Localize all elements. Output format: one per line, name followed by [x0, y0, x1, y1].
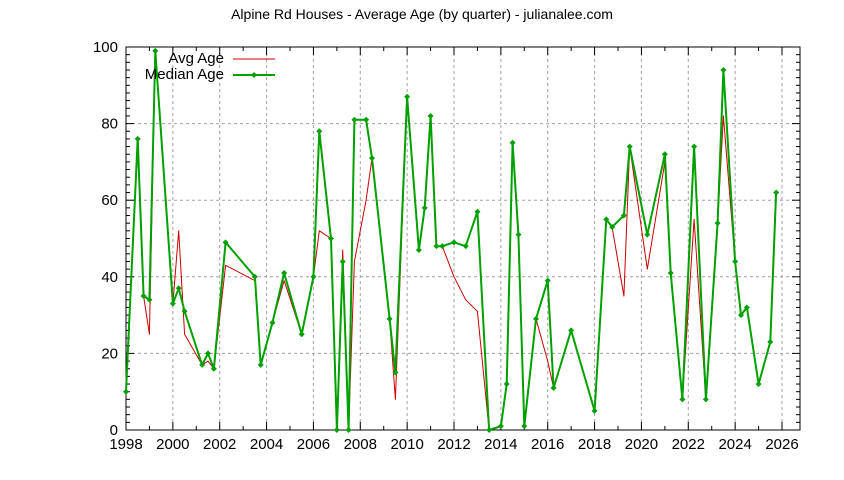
median-point-marker [661, 151, 668, 158]
median-point-marker [369, 155, 375, 162]
median-point-marker [199, 361, 206, 368]
median-point-marker [433, 243, 440, 250]
median-point-marker [439, 243, 446, 250]
median-point-marker [620, 212, 627, 219]
x-tick-label: 2004 [250, 436, 283, 453]
legend-avg-label: Avg Age [168, 50, 224, 67]
median-point-marker [333, 427, 340, 433]
median-point-marker [474, 208, 481, 215]
median-point-marker [310, 273, 317, 280]
grid-lines [126, 47, 800, 430]
median-point-marker [667, 269, 674, 276]
median-point-marker [626, 143, 633, 150]
legend-median-marker-icon [251, 72, 257, 78]
median-point-marker [691, 143, 698, 150]
median-point-marker [427, 112, 434, 119]
median-point-marker [210, 365, 217, 372]
median-point-marker [257, 361, 264, 368]
median-point-marker [269, 319, 276, 326]
median-point-marker [392, 369, 399, 376]
median-point-marker [339, 258, 346, 265]
median-point-marker [515, 231, 522, 238]
x-tick-label: 2020 [625, 436, 658, 453]
median-point-marker [181, 308, 188, 315]
median-point-marker [509, 139, 516, 146]
median-point-marker [767, 338, 774, 345]
y-tick-label: 60 [101, 192, 118, 209]
median-point-marker [451, 239, 457, 246]
x-tick-label: 2010 [390, 436, 423, 453]
median-point-marker [503, 381, 510, 388]
median-point-marker [351, 116, 358, 123]
median-point-marker [281, 269, 288, 276]
y-tick-label: 80 [101, 116, 118, 133]
x-axis-tick-labels: 1998 2000 2002 2004 2006 2008 2010 2012 2014 2016… [109, 436, 798, 453]
y-tick-label: 100 [93, 39, 118, 56]
median-point-marker [462, 243, 469, 250]
median-point-marker [544, 277, 551, 284]
x-tick-label: 2006 [297, 436, 330, 453]
median-point-marker [140, 292, 147, 299]
legend: Avg Age Median Age [145, 50, 275, 83]
median-point-marker [386, 315, 393, 322]
x-tick-label: 2018 [578, 436, 611, 453]
median-point-marker [363, 116, 370, 123]
y-axis-tick-labels: 0 20 40 60 80 100 [93, 39, 118, 439]
x-tick-label: 2014 [484, 436, 517, 453]
median-point-marker [415, 246, 422, 253]
avg-age-line [125, 50, 777, 431]
median-age-line [125, 49, 778, 431]
x-tick-label: 1998 [109, 436, 142, 453]
y-tick-label: 40 [101, 269, 118, 286]
median-point-marker [251, 273, 258, 280]
x-tick-label: 2024 [718, 436, 751, 453]
x-tick-label: 2008 [344, 436, 377, 453]
median-point-marker [316, 128, 323, 135]
median-point-marker [743, 304, 750, 311]
median-point-marker [222, 239, 229, 246]
median-point-marker [175, 285, 182, 292]
median-point-marker [755, 381, 762, 388]
median-point-marker [146, 296, 153, 303]
median-point-marker [773, 189, 780, 196]
median-point-marker [486, 427, 493, 433]
median-point-marker [603, 216, 610, 223]
median-point-marker [702, 396, 709, 403]
median-point-marker [714, 220, 721, 227]
y-tick-label: 20 [101, 345, 118, 362]
median-point-marker [591, 407, 598, 414]
x-tick-label: 2022 [672, 436, 705, 453]
median-point-marker [421, 204, 428, 211]
y-tick-label: 0 [110, 422, 118, 439]
median-point-marker [404, 93, 411, 100]
legend-median-label: Median Age [145, 66, 224, 83]
median-point-marker [568, 327, 575, 334]
median-point-marker [134, 135, 141, 142]
median-point-marker [497, 423, 504, 430]
median-point-marker [679, 396, 686, 403]
median-point-marker [738, 312, 744, 319]
median-point-marker [205, 350, 211, 357]
median-point-marker [644, 231, 651, 238]
x-tick-label: 2012 [437, 436, 470, 453]
chart-title: Alpine Rd Houses - Average Age (by quart… [231, 6, 613, 22]
median-point-marker [521, 423, 528, 430]
median-point-marker [609, 224, 616, 231]
median-point-marker [732, 258, 739, 265]
median-point-marker [720, 66, 727, 73]
median-point-marker [169, 300, 176, 307]
data-series [123, 47, 780, 433]
x-tick-label: 2002 [203, 436, 236, 453]
x-tick-label: 2000 [156, 436, 189, 453]
median-point-marker [345, 427, 352, 433]
median-point-marker [328, 235, 334, 242]
x-tick-label: 2026 [765, 436, 798, 453]
median-point-marker [298, 331, 305, 338]
median-point-marker [533, 315, 539, 322]
median-point-marker [152, 47, 159, 54]
median-point-marker [123, 388, 129, 395]
median-point-marker [550, 384, 557, 391]
x-tick-label: 2016 [531, 436, 564, 453]
